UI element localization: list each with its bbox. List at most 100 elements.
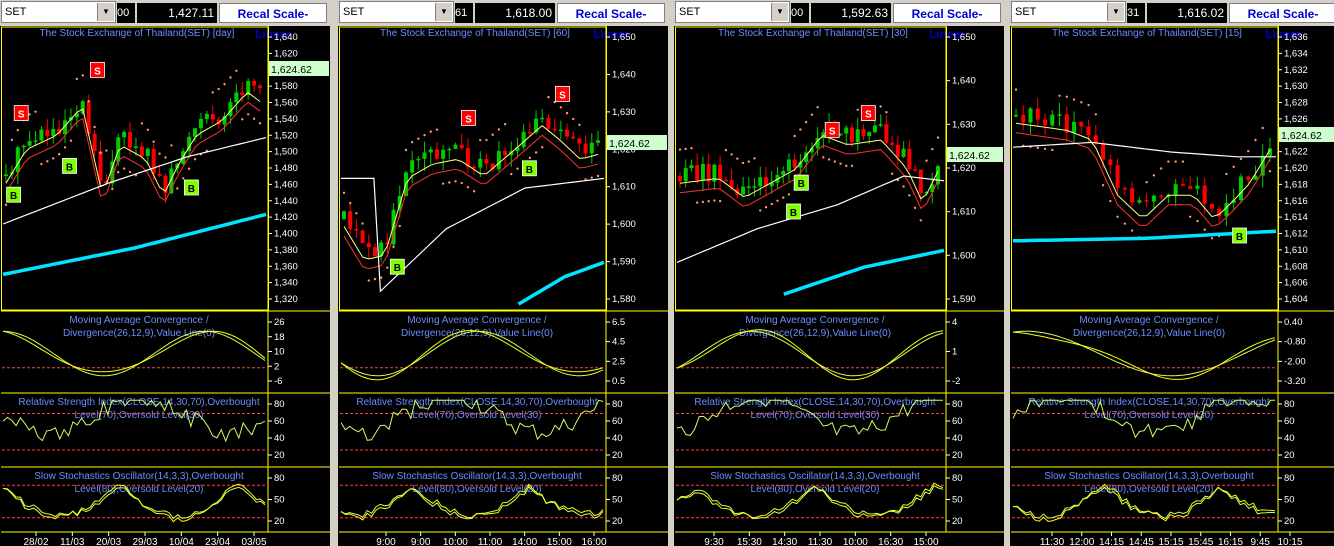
chart-title: The Stock Exchange of Thailand(SET) [15] xyxy=(1052,28,1242,39)
candle-body xyxy=(459,144,464,149)
candle-body xyxy=(1209,203,1214,209)
sar-dot xyxy=(1145,180,1148,184)
candle-body xyxy=(1021,114,1026,123)
signal-letter: S xyxy=(829,126,836,137)
chevron-down-icon[interactable]: ▼ xyxy=(1107,3,1124,21)
chart-panel-3[interactable]: SET ▼ 00 1,592.63 Recal Scale-Linear The Stoc… xyxy=(674,0,1004,546)
y-tick-label: 1,600 xyxy=(952,250,976,261)
buy-signal-badge[interactable]: B xyxy=(389,258,405,275)
x-tick-label: 28/02 xyxy=(23,537,48,546)
sar-dot xyxy=(1152,174,1156,177)
candle-body xyxy=(746,186,751,188)
last-price-box xyxy=(269,61,329,76)
symbol-dropdown[interactable]: SET ▼ xyxy=(675,1,790,23)
chevron-down-icon[interactable]: ▼ xyxy=(771,3,788,21)
candle-body xyxy=(216,119,221,125)
chart-canvas[interactable]: The Stock Exchange of Thailand(SET) [15]… xyxy=(1010,26,1334,546)
chart-canvas[interactable]: The Stock Exchange of Thailand(SET) [60]… xyxy=(338,26,668,546)
candle-body xyxy=(913,169,918,171)
sar-dot xyxy=(799,128,802,131)
sell-signal-badge[interactable]: S xyxy=(824,122,840,138)
last-price-label: 1,624.62 xyxy=(949,150,990,162)
candle-body xyxy=(1144,200,1149,202)
x-tick-label: 16:00 xyxy=(581,537,606,546)
buy-signal-badge[interactable]: B xyxy=(793,174,809,191)
candle-body xyxy=(689,165,694,169)
candle-body xyxy=(128,131,133,148)
rsi-tick-label: 80 xyxy=(612,399,623,410)
sell-signal-badge[interactable]: S xyxy=(555,86,570,102)
buy-signal-badge[interactable]: B xyxy=(62,157,77,174)
chart-panel-4[interactable]: SET ▼ 31 1,616.02 Recal Scale-Linear The Stoc… xyxy=(1010,0,1334,546)
x-tick-label: 10:00 xyxy=(843,537,868,546)
chart-panel-1[interactable]: SET ▼ 00 1,427.11 Recal Scale-Linear The Stoc… xyxy=(0,0,330,546)
candle-body xyxy=(1166,194,1171,198)
ema-fast-line xyxy=(679,135,939,200)
sell-signal-badge[interactable]: S xyxy=(90,62,105,78)
sar-dot xyxy=(252,117,256,120)
recal-scale-button[interactable]: Recal Scale-Linear xyxy=(1229,3,1334,41)
sar-dot xyxy=(1254,138,1257,142)
macd-line xyxy=(2,330,266,377)
candle-body xyxy=(924,192,929,194)
sar-dot xyxy=(1101,184,1105,187)
buy-signal-badge[interactable]: B xyxy=(1232,227,1247,244)
chart-panel-2[interactable]: SET ▼ 61 1,618.00 Recal Scale-Linear The Stoc… xyxy=(338,0,668,546)
chevron-down-icon[interactable]: ▼ xyxy=(97,3,114,21)
sar-dot xyxy=(122,167,126,170)
buy-signal-badge[interactable]: B xyxy=(6,186,22,203)
sar-dot xyxy=(822,156,825,159)
candle-body xyxy=(198,119,203,129)
y-tick-label: 1,614 xyxy=(1284,212,1308,223)
y-tick-label: 1,610 xyxy=(1284,245,1308,256)
symbol-dropdown[interactable]: SET ▼ xyxy=(1011,1,1126,23)
y-tick-label: 1,630 xyxy=(612,107,636,118)
symbol-value: SET xyxy=(343,6,365,18)
candle-body xyxy=(1137,200,1142,203)
candle-body xyxy=(884,124,889,143)
rsi-tick-label: 60 xyxy=(1284,416,1295,427)
candle-body xyxy=(360,230,365,244)
buy-signal-badge[interactable]: B xyxy=(184,179,199,196)
sto-title-line2: Level(80),Oversold Level(20) xyxy=(1085,484,1214,495)
recal-scale-button[interactable]: Recal Scale-Linear xyxy=(219,3,327,41)
candle-body xyxy=(410,160,415,173)
price-readout: 1,616.02 xyxy=(1147,3,1227,23)
macd-tick-label: 18 xyxy=(274,332,285,343)
candle-body xyxy=(453,144,458,149)
sar-dot xyxy=(1109,199,1112,203)
chevron-down-icon[interactable]: ▼ xyxy=(435,3,452,21)
sar-dot xyxy=(1167,160,1170,163)
y-tick-label: 1,520 xyxy=(274,130,298,141)
recal-scale-button[interactable]: Recal Scale-Linear xyxy=(893,3,1001,41)
y-tick-label: 1,320 xyxy=(274,294,298,305)
chart-canvas[interactable]: The Stock Exchange of Thailand(SET) [30]… xyxy=(674,26,1004,546)
sar-dot xyxy=(128,170,132,174)
candle-body xyxy=(379,242,384,257)
chart-toolbar: SET ▼ 00 1,592.63 Recal Scale-Linear xyxy=(674,0,1004,41)
y-tick-label: 1,590 xyxy=(952,294,976,305)
sar-dot xyxy=(140,122,144,125)
sar-dot xyxy=(87,99,90,103)
sar-dot xyxy=(497,128,501,131)
sell-signal-badge[interactable]: S xyxy=(860,105,876,121)
long-ma-line xyxy=(2,137,267,225)
sell-signal-badge[interactable]: S xyxy=(13,105,29,121)
buy-signal-badge[interactable]: B xyxy=(522,160,537,177)
candle-body xyxy=(718,164,723,180)
macd-tick-label: 1 xyxy=(952,347,957,358)
symbol-dropdown[interactable]: SET ▼ xyxy=(339,1,454,23)
macd-signal-line xyxy=(2,330,266,373)
candle-body xyxy=(472,166,477,169)
chart-canvas[interactable]: The Stock Exchange of Thailand(SET) [day… xyxy=(0,26,330,546)
time-code: 00 xyxy=(791,3,809,23)
symbol-dropdown[interactable]: SET ▼ xyxy=(1,1,116,23)
sell-signal-badge[interactable]: S xyxy=(461,110,476,126)
candle-body xyxy=(558,129,563,132)
sar-dot xyxy=(730,153,733,156)
buy-signal-badge[interactable]: B xyxy=(786,203,801,220)
sar-dot xyxy=(1014,88,1018,91)
recal-scale-button[interactable]: Recal Scale-Linear xyxy=(557,3,665,41)
x-tick-label: 15:00 xyxy=(547,537,572,546)
sto-signal-line xyxy=(2,483,266,523)
